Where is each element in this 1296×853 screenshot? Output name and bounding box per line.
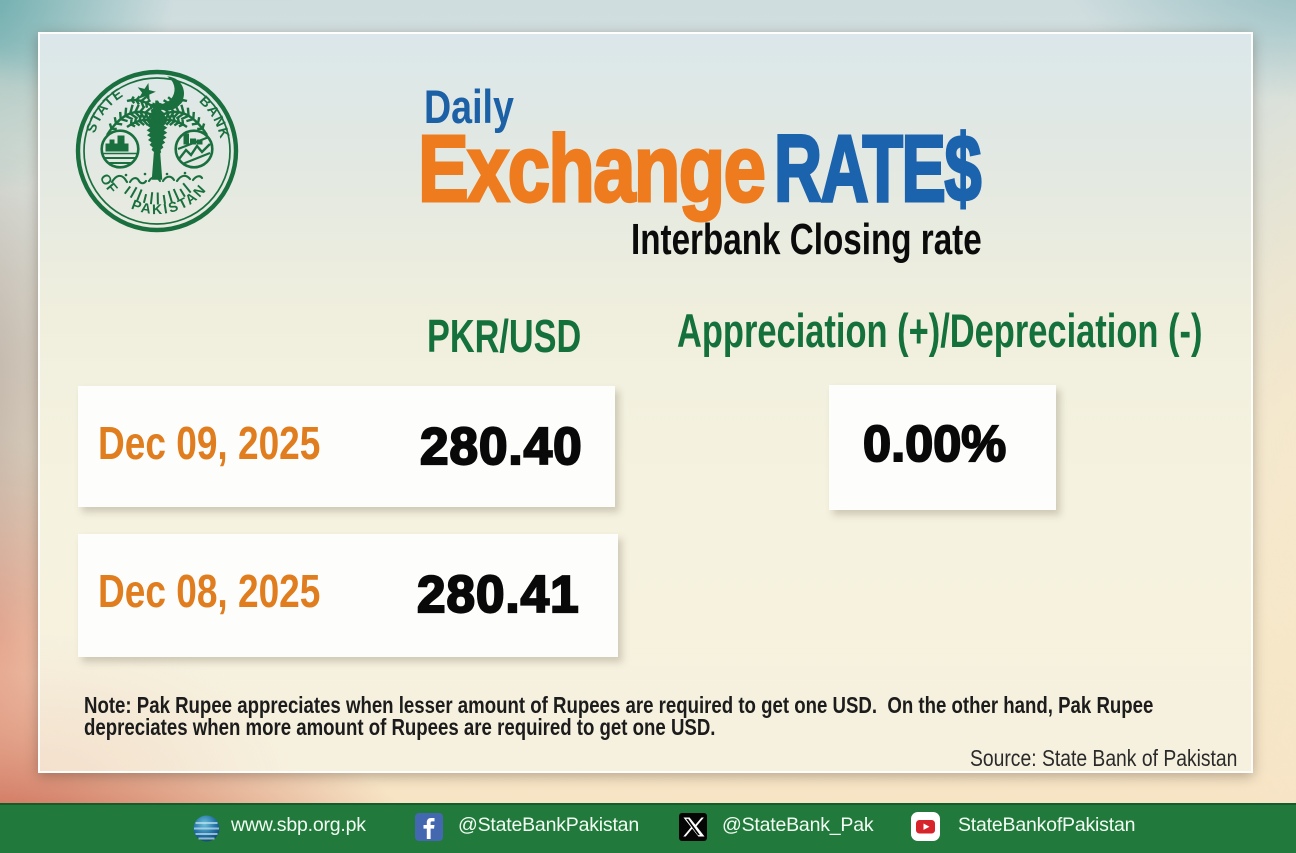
svg-text:OF: OF	[97, 171, 122, 197]
